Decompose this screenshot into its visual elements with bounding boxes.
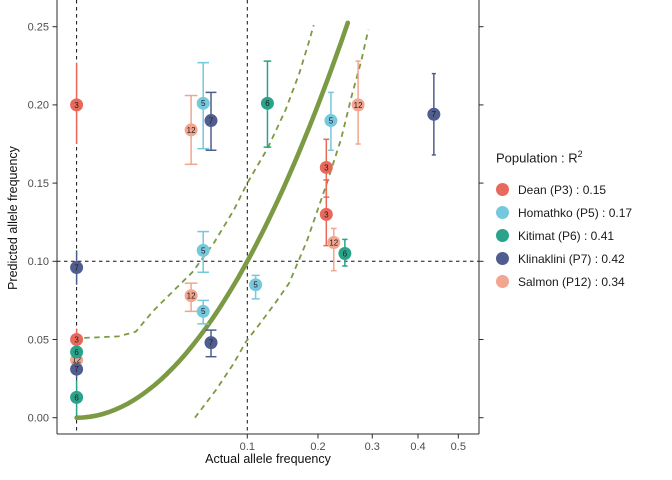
- data-point-label: 6: [74, 348, 79, 357]
- data-point: [338, 246, 352, 260]
- legend-key-dot: [496, 183, 509, 197]
- legend-item: Homathko (P5) : 0.17: [496, 201, 632, 224]
- data-point-label: 12: [187, 126, 196, 135]
- data-point: [260, 96, 274, 110]
- x-tick-label: 0.4: [410, 441, 425, 453]
- data-point: [70, 98, 84, 112]
- data-point: [70, 261, 84, 275]
- data-point: [327, 236, 341, 250]
- legend-items: Dean (P3) : 0.15 Homathko (P5) : 0.17 Kiti…: [496, 178, 632, 293]
- data-point-label: 12: [187, 292, 196, 301]
- legend-item-label: Klinaklini (P7) : 0.42: [518, 251, 625, 266]
- data-point: [196, 243, 210, 257]
- data-point-label: 12: [72, 356, 81, 365]
- x-tick-label: 0.5: [451, 441, 466, 453]
- data-point: [351, 98, 365, 112]
- confidence-band-lower: [194, 29, 370, 419]
- data-point: [319, 207, 333, 221]
- data-point-label: 3: [324, 163, 329, 172]
- y-tick-label: 0.10: [28, 256, 49, 268]
- data-point-label: 7: [74, 365, 79, 374]
- data-point: [70, 345, 84, 359]
- y-tick-label: 0.00: [28, 413, 49, 425]
- legend-key-dot: [496, 206, 509, 220]
- x-axis-title: Actual allele frequency: [205, 452, 331, 466]
- data-point-label: 5: [201, 246, 206, 255]
- data-point: [427, 107, 441, 121]
- data-point-label: 7: [209, 116, 214, 125]
- data-point-label: 6: [265, 99, 270, 108]
- data-point-label: 7: [209, 339, 214, 348]
- x-tick-label: 0.2: [310, 441, 325, 453]
- legend-item: Kitimat (P6) : 0.41: [496, 224, 632, 247]
- legend-title: Population : R2: [496, 149, 632, 165]
- data-point: [324, 114, 338, 128]
- legend-item: Dean (P3) : 0.15: [496, 178, 632, 201]
- data-point-label: 5: [329, 116, 334, 125]
- data-point: [196, 96, 210, 110]
- identity-line: [74, 20, 351, 420]
- legend-item: Salmon (P12) : 0.34: [496, 270, 632, 293]
- data-point: [184, 289, 198, 303]
- x-tick-label: 0.1: [240, 441, 255, 453]
- data-point-label: 12: [354, 101, 363, 110]
- legend-key-dot: [496, 252, 509, 266]
- y-tick-label: 0.05: [28, 334, 49, 346]
- data-point-label: 5: [201, 99, 206, 108]
- legend-item-label: Kitimat (P6) : 0.41: [518, 228, 615, 243]
- data-point-label: 7: [74, 263, 79, 272]
- x-tick-label: 0.3: [365, 441, 380, 453]
- y-tick-label: 0.20: [28, 100, 49, 112]
- data-point-label: 5: [201, 307, 206, 316]
- legend-key-dot: [496, 229, 509, 243]
- legend-item-label: Homathko (P5) : 0.17: [518, 205, 633, 220]
- data-point: [319, 160, 333, 174]
- data-point-label: 3: [324, 210, 329, 219]
- data-point-label: 12: [329, 238, 338, 247]
- data-point-label: 7: [432, 110, 437, 119]
- legend-key-dot: [496, 275, 509, 289]
- data-point-label: 3: [74, 101, 79, 110]
- y-tick-label: 0.25: [28, 22, 49, 34]
- data-point: [70, 362, 84, 376]
- data-point: [204, 114, 218, 128]
- legend-item-label: Salmon (P12) : 0.34: [518, 274, 625, 289]
- data-point-label: 6: [74, 393, 79, 402]
- data-point: [184, 123, 198, 137]
- data-point-label: 6: [343, 249, 348, 258]
- legend: Population : R2 Dean (P3) : 0.15 Homathko…: [496, 149, 632, 293]
- data-point: [249, 278, 263, 292]
- legend-title-superscript: 2: [577, 149, 583, 159]
- data-point-label: 5: [253, 281, 258, 290]
- data-point: [70, 333, 84, 346]
- y-axis-title: Predicted allele frequency: [6, 146, 20, 290]
- data-point: [204, 336, 218, 350]
- y-tick-label: 0.15: [28, 178, 49, 190]
- data-point-label: 3: [74, 335, 79, 344]
- data-point: [70, 390, 84, 404]
- data-point: [196, 304, 210, 318]
- legend-title-text: Population : R: [496, 150, 578, 166]
- legend-item: Klinaklini (P7) : 0.42: [496, 247, 632, 270]
- legend-item-label: Dean (P3) : 0.15: [518, 182, 607, 197]
- confidence-band-upper: [84, 24, 315, 339]
